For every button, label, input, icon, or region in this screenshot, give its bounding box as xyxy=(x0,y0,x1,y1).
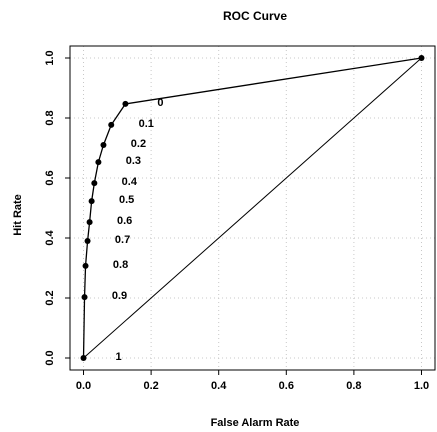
x-tick-label: 0.0 xyxy=(76,380,91,392)
threshold-label: 0.2 xyxy=(131,138,146,150)
threshold-label: 0.9 xyxy=(112,290,127,302)
point xyxy=(95,159,102,166)
point xyxy=(100,142,107,148)
x-tick-label: 0.2 xyxy=(143,380,158,392)
point xyxy=(88,198,95,205)
threshold-label: 0.1 xyxy=(139,118,154,130)
threshold-label: 0.6 xyxy=(117,215,132,227)
y-tick-label: 0.2 xyxy=(44,290,56,305)
point xyxy=(122,100,129,107)
point xyxy=(418,55,425,61)
x-tick-label: 0.6 xyxy=(279,380,294,392)
point xyxy=(82,262,89,269)
threshold-label: 0.4 xyxy=(122,176,138,188)
threshold-label: 0.8 xyxy=(113,259,128,271)
point xyxy=(108,121,115,128)
y-tick-label: 0.6 xyxy=(44,170,56,185)
y-axis-label: Hit Rate xyxy=(12,194,24,236)
threshold-label: 0.7 xyxy=(115,234,130,246)
threshold-label: 0.3 xyxy=(126,155,141,167)
threshold-label: 0 xyxy=(157,97,163,109)
reference-line xyxy=(83,57,422,359)
point xyxy=(91,180,98,187)
roc-line xyxy=(82,57,422,359)
plot-frame xyxy=(69,45,436,371)
x-tick-label: 1.0 xyxy=(414,380,429,392)
threshold-label: 1 xyxy=(115,351,121,363)
point xyxy=(84,238,91,244)
x-axis-label: False Alarm Rate xyxy=(211,417,300,429)
x-tick-label: 0.4 xyxy=(211,380,227,392)
y-tick-label: 0.0 xyxy=(44,350,56,365)
threshold-label: 0.5 xyxy=(119,194,134,206)
point xyxy=(81,294,88,301)
x-tick-label: 0.8 xyxy=(346,380,361,392)
point xyxy=(80,355,87,361)
chart-title: ROC Curve xyxy=(223,9,287,23)
y-tick-label: 0.8 xyxy=(44,110,56,125)
y-tick-label: 0.4 xyxy=(44,229,56,245)
y-tick-label: 1.0 xyxy=(44,50,56,65)
point xyxy=(86,219,93,226)
